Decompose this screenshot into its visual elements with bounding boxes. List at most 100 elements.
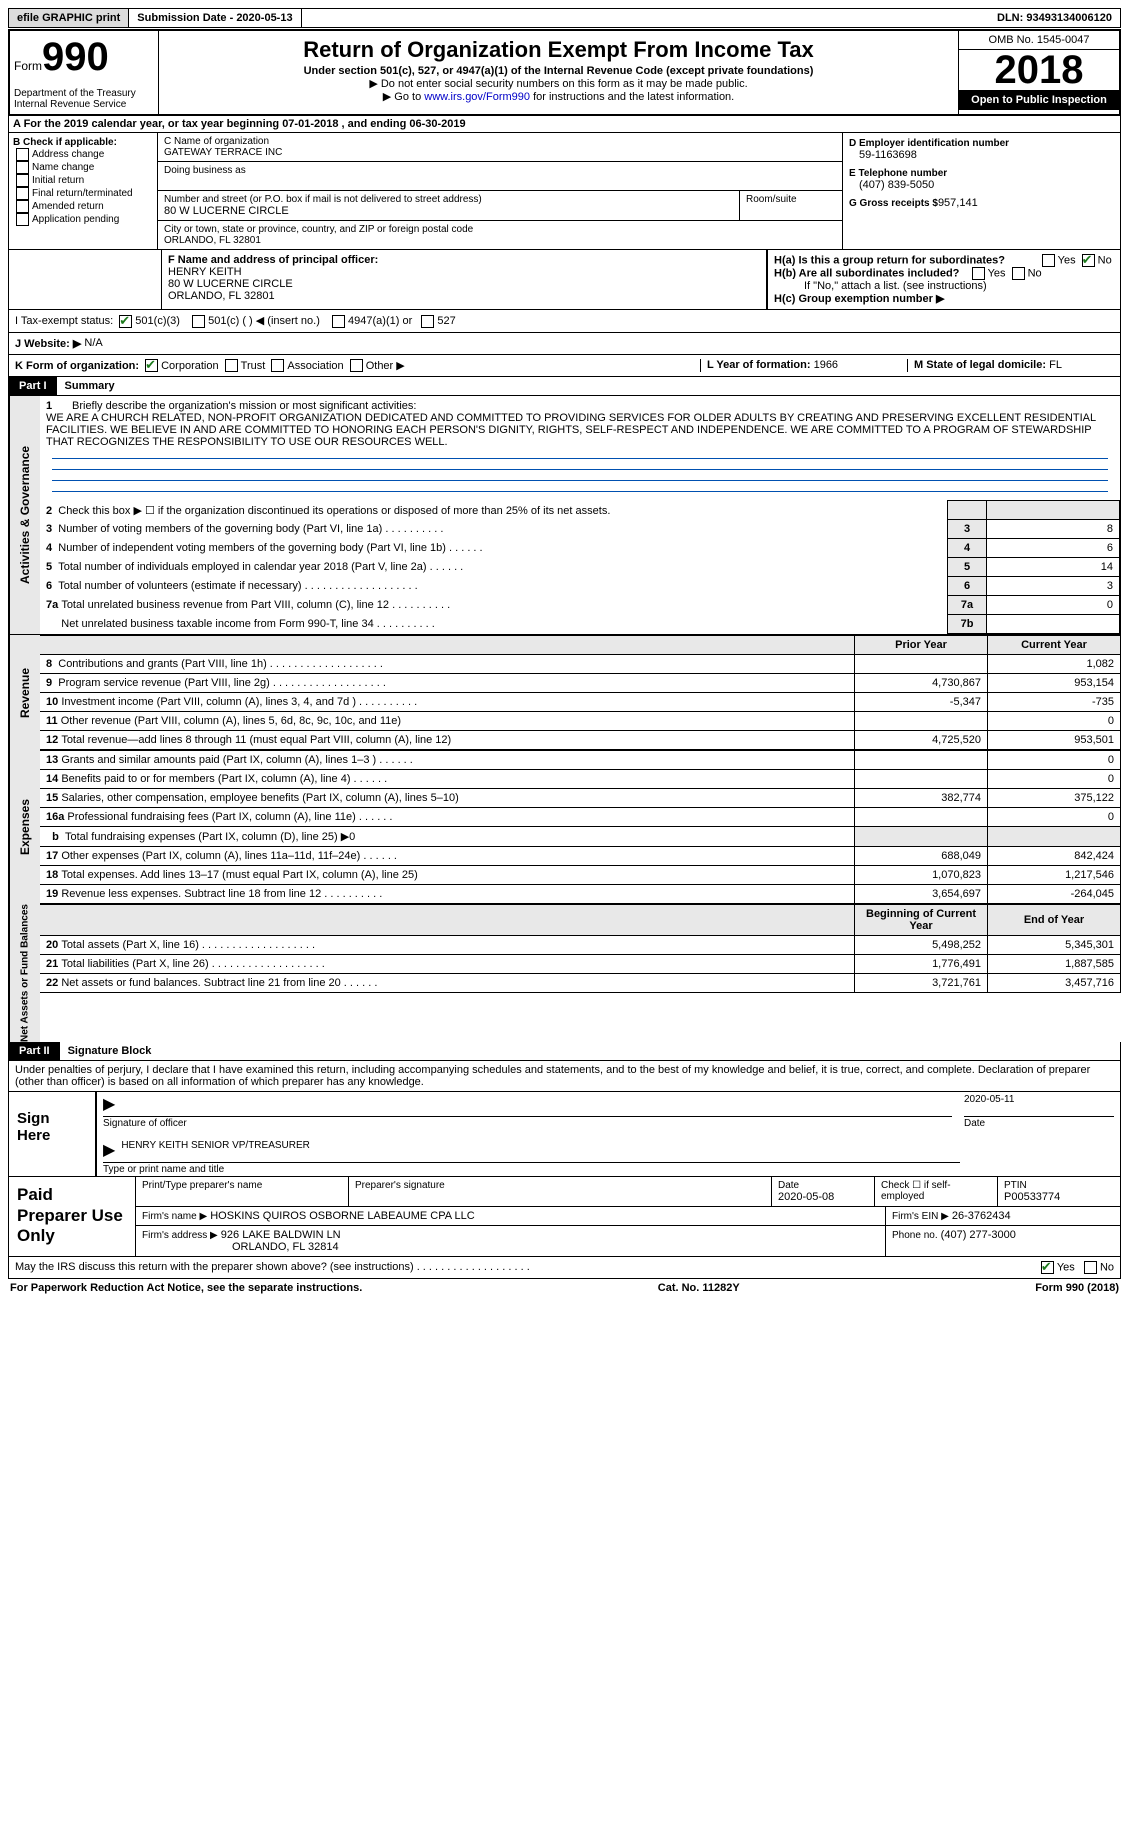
r17p: 688,049 <box>855 847 988 866</box>
r21p: 1,776,491 <box>855 955 988 974</box>
dln: DLN: 93493134006120 <box>989 9 1120 27</box>
r18p: 1,070,823 <box>855 866 988 885</box>
officer-print-name: HENRY KEITH SENIOR VP/TREASURER <box>121 1140 310 1160</box>
r15p: 382,774 <box>855 789 988 808</box>
ein: 59-1163698 <box>859 149 1114 161</box>
form-header: Form 990 Department of the Treasury Inte… <box>8 29 1121 116</box>
sign-block: Sign Here ▶2020-05-11 Signature of offic… <box>8 1092 1121 1177</box>
form-org-row: K Form of organization: Corporation Trus… <box>8 355 1121 378</box>
sub-desc-1: Under section 501(c), 527, or 4947(a)(1)… <box>165 65 952 77</box>
r21c: 1,887,585 <box>988 955 1121 974</box>
527-check[interactable] <box>421 315 434 328</box>
l4-value: 6 <box>987 539 1120 558</box>
tax-year: 2018 <box>959 50 1119 90</box>
r20p: 5,498,252 <box>855 936 988 955</box>
h-b-no[interactable] <box>1012 267 1025 280</box>
k-other[interactable] <box>350 359 363 372</box>
efile-print-button[interactable]: efile GRAPHIC print <box>9 9 129 27</box>
org-street: 80 W LUCERNE CIRCLE <box>164 205 733 217</box>
r8c: 1,082 <box>988 655 1121 674</box>
r18c: 1,217,546 <box>988 866 1121 885</box>
r10p: -5,347 <box>855 693 988 712</box>
c3-check[interactable] <box>119 315 132 328</box>
identity-block: B Check if applicable: Address change Na… <box>8 133 1121 250</box>
net-band: Net Assets or Fund Balances <box>9 904 40 1042</box>
discuss-yes[interactable] <box>1041 1261 1054 1274</box>
row-a: A For the 2019 calendar year, or tax yea… <box>8 116 1121 133</box>
h-a-yes[interactable] <box>1042 254 1055 267</box>
open-public-label: Open to Public Inspection <box>959 90 1119 110</box>
r13c: 0 <box>988 751 1121 770</box>
check-addr-change[interactable] <box>16 148 29 161</box>
check-amended[interactable] <box>16 200 29 213</box>
h-b-yes[interactable] <box>972 267 985 280</box>
governance-section: Activities & Governance 1Briefly describ… <box>8 396 1121 635</box>
h-a-no[interactable] <box>1082 254 1095 267</box>
r9p: 4,730,867 <box>855 674 988 693</box>
irs-link[interactable]: www.irs.gov/Form990 <box>424 91 530 103</box>
r10c: -735 <box>988 693 1121 712</box>
governance-band: Activities & Governance <box>9 396 40 634</box>
r19c: -264,045 <box>988 885 1121 904</box>
col-d: D Employer identification number59-11636… <box>843 133 1120 249</box>
k-assoc[interactable] <box>271 359 284 372</box>
org-name: GATEWAY TERRACE INC <box>164 147 836 158</box>
sub-desc-2: ▶ Do not enter social security numbers o… <box>165 77 952 90</box>
r20c: 5,345,301 <box>988 936 1121 955</box>
sig-arrow-icon-2: ▶ <box>103 1140 115 1160</box>
firm-ein: 26-3762434 <box>952 1210 1011 1222</box>
check-app-pending[interactable] <box>16 213 29 226</box>
check-initial[interactable] <box>16 174 29 187</box>
r22c: 3,457,716 <box>988 974 1121 993</box>
l7a-value: 0 <box>987 596 1120 615</box>
firm-addr: 926 LAKE BALDWIN LN <box>221 1229 341 1241</box>
submission-date: Submission Date - 2020-05-13 <box>129 9 301 27</box>
r19p: 3,654,697 <box>855 885 988 904</box>
mission-text: WE ARE A CHURCH RELATED, NON-PROFIT ORGA… <box>46 412 1096 448</box>
r12c: 953,501 <box>988 731 1121 750</box>
l6-value: 3 <box>987 577 1120 596</box>
sig-arrow-icon: ▶ <box>103 1094 115 1114</box>
revenue-band: Revenue <box>9 635 40 750</box>
r15c: 375,122 <box>988 789 1121 808</box>
4947-check[interactable] <box>332 315 345 328</box>
principal-row: F Name and address of principal officer:… <box>8 250 1121 310</box>
r17c: 842,424 <box>988 847 1121 866</box>
paid-preparer-block: Paid Preparer Use Only Print/Type prepar… <box>8 1177 1121 1257</box>
col-b: B Check if applicable: Address change Na… <box>9 133 158 249</box>
k-trust[interactable] <box>225 359 238 372</box>
col-c: C Name of organization GATEWAY TERRACE I… <box>158 133 843 249</box>
org-city: ORLANDO, FL 32801 <box>164 235 836 246</box>
discuss-no[interactable] <box>1084 1261 1097 1274</box>
r16ac: 0 <box>988 808 1121 827</box>
expenses-band: Expenses <box>9 750 40 904</box>
r14c: 0 <box>988 770 1121 789</box>
check-name-change[interactable] <box>16 161 29 174</box>
discuss-row: May the IRS discuss this return with the… <box>8 1257 1121 1279</box>
form-title: Return of Organization Exempt From Incom… <box>165 37 952 63</box>
k-corp[interactable] <box>145 359 158 372</box>
firm-name: HOSKINS QUIROS OSBORNE LABEAUME CPA LLC <box>210 1210 474 1222</box>
website-row: J Website: ▶ N/A <box>8 333 1121 355</box>
net-assets-section: Net Assets or Fund Balances Beginning of… <box>8 904 1121 1042</box>
r11c: 0 <box>988 712 1121 731</box>
r22p: 3,721,761 <box>855 974 988 993</box>
part1-header: Part I Summary <box>8 377 1121 396</box>
telephone: (407) 839-5050 <box>859 179 1114 191</box>
year-formation: 1966 <box>814 359 838 371</box>
form-990-label: Form 990 <box>14 35 154 80</box>
revenue-section: Revenue Prior YearCurrent Year 8 Contrib… <box>8 635 1121 750</box>
sub-desc-3: ▶ Go to www.irs.gov/Form990 for instruct… <box>165 90 952 103</box>
website: N/A <box>84 337 102 350</box>
top-bar: efile GRAPHIC print Submission Date - 20… <box>8 8 1121 28</box>
sig-date: 2020-05-11 <box>964 1094 1114 1114</box>
declaration-text: Under penalties of perjury, I declare th… <box>8 1061 1121 1092</box>
dept-treasury: Department of the Treasury <box>14 88 154 99</box>
state-domicile: FL <box>1049 359 1062 371</box>
page-footer: For Paperwork Reduction Act Notice, see … <box>8 1279 1121 1297</box>
prep-date: 2020-05-08 <box>778 1191 868 1203</box>
check-final[interactable] <box>16 187 29 200</box>
r9c: 953,154 <box>988 674 1121 693</box>
l5-value: 14 <box>987 558 1120 577</box>
c-check[interactable] <box>192 315 205 328</box>
